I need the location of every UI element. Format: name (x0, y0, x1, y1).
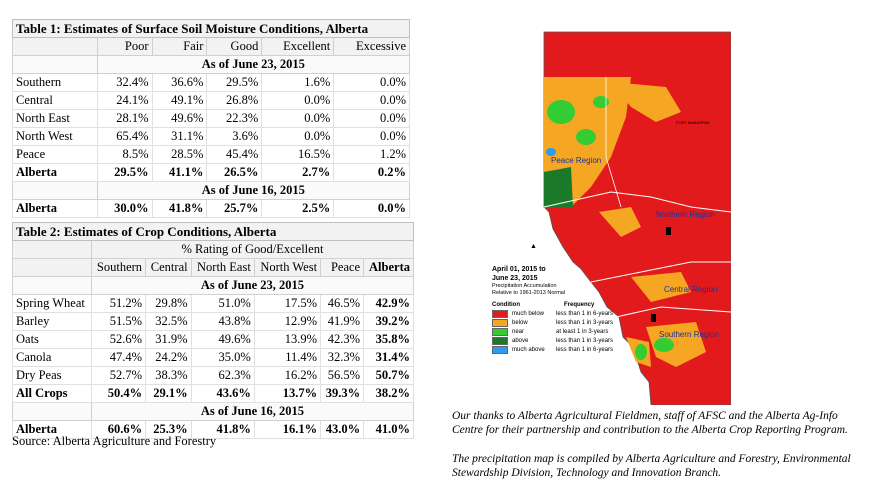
map-legend: April 01, 2015 to June 23, 2015 Precipit… (492, 265, 613, 354)
acknowledgement-note: Our thanks to Alberta Agricultural Field… (452, 410, 848, 436)
table1-title: Table 1: Estimates of Surface Soil Moist… (12, 19, 410, 38)
table-row: Oats 52.6% 31.9% 49.6% 13.9% 42.3% 35.8% (12, 330, 414, 349)
col-header: Poor (96, 37, 153, 56)
table2-title: Table 2: Estimates of Crop Conditions, A… (12, 222, 414, 241)
region-label: Peace Region (551, 156, 601, 165)
legend-head-condition: Condition (492, 302, 520, 308)
region-label: Southern Region (659, 330, 719, 339)
col-header: Fair (151, 37, 208, 56)
legend-title: April 01, 2015 to June 23, 2015 (492, 266, 546, 282)
table1-date-current: As of June 23, 2015 (96, 55, 411, 74)
table1-header: Poor Fair Good Excellent Excessive (12, 37, 410, 56)
table-row: North West 65.4% 31.1% 3.6% 0.0% 0.0% (12, 127, 410, 146)
table-row-previous: Alberta 30.0% 41.8% 25.7% 2.5% 0.0% (12, 199, 410, 218)
col-header: Alberta (363, 258, 414, 277)
col-header: Excellent (261, 37, 335, 56)
col-header: Southern (90, 258, 147, 277)
table-row: Spring Wheat 51.2% 29.8% 51.0% 17.5% 46.5% 42.… (12, 294, 414, 313)
col-header: North West (253, 258, 322, 277)
legend-item: much below less than 1 in 6-years (492, 309, 613, 318)
table-row: Southern 32.4% 36.6% 29.5% 1.6% 0.0% (12, 73, 410, 92)
table2-date-current: As of June 23, 2015 (90, 276, 415, 295)
table-row-total: All Crops 50.4% 29.1% 43.6% 13.7% 39.3% 38.2% (12, 384, 414, 403)
legend-head-frequency: Frequency (564, 302, 595, 308)
table-row-total: Alberta 29.5% 41.1% 26.5% 2.7% 0.2% (12, 163, 410, 182)
col-header: Central (145, 258, 192, 277)
table-row: Dry Peas 52.7% 38.3% 62.3% 16.2% 56.5% 50.7% (12, 366, 414, 385)
table-row-previous: Alberta 60.6% 25.3% 41.8% 16.1% 43.0% 41.0% (12, 420, 414, 439)
legend-item: above less than 1 in 3-years (492, 336, 613, 345)
table1-date-previous: As of June 16, 2015 (96, 181, 411, 200)
table2-header: Southern Central North East North West P… (12, 258, 414, 277)
region-label: Northern Region (656, 210, 715, 219)
table2-date-previous: As of June 16, 2015 (90, 402, 415, 421)
legend-item: much above less than 1 in 6-years (492, 345, 613, 354)
legend-item: below less than 1 in 3-years (492, 318, 613, 327)
table2-subtitle: % Rating of Good/Excellent (90, 240, 415, 259)
table-row: Central 24.1% 49.1% 26.8% 0.0% 0.0% (12, 91, 410, 110)
legend-item: near at least 1 in 3-years (492, 327, 613, 336)
source-note: Source: Alberta Agriculture and Forestry (12, 434, 217, 448)
col-header: North East (190, 258, 255, 277)
city-label: FORT McMURRAY (676, 120, 711, 125)
map-credit-note: The precipitation map is compiled by Alb… (452, 453, 851, 479)
table-row: Peace 8.5% 28.5% 45.4% 16.5% 1.2% (12, 145, 410, 164)
legend-subtitle: Precipitation Accumulation Relative to 1… (492, 283, 566, 296)
table-row: Canola 47.4% 24.2% 35.0% 11.4% 32.3% 31.4% (12, 348, 414, 367)
crop-conditions-table: Table 2: Estimates of Crop Conditions, A… (12, 222, 415, 439)
col-header: Excessive (333, 37, 410, 56)
col-header: Peace (320, 258, 365, 277)
table-row: Barley 51.5% 32.5% 43.8% 12.9% 41.9% 39.2% (12, 312, 414, 331)
soil-moisture-table: Table 1: Estimates of Surface Soil Moist… (12, 19, 411, 218)
col-header: Good (206, 37, 263, 56)
precipitation-map: Peace Region Northern Region Central Reg… (543, 31, 731, 405)
table-row: North East 28.1% 49.6% 22.3% 0.0% 0.0% (12, 109, 410, 128)
north-arrow-icon: ▲ (530, 243, 537, 250)
region-label: Central Region (664, 285, 717, 294)
